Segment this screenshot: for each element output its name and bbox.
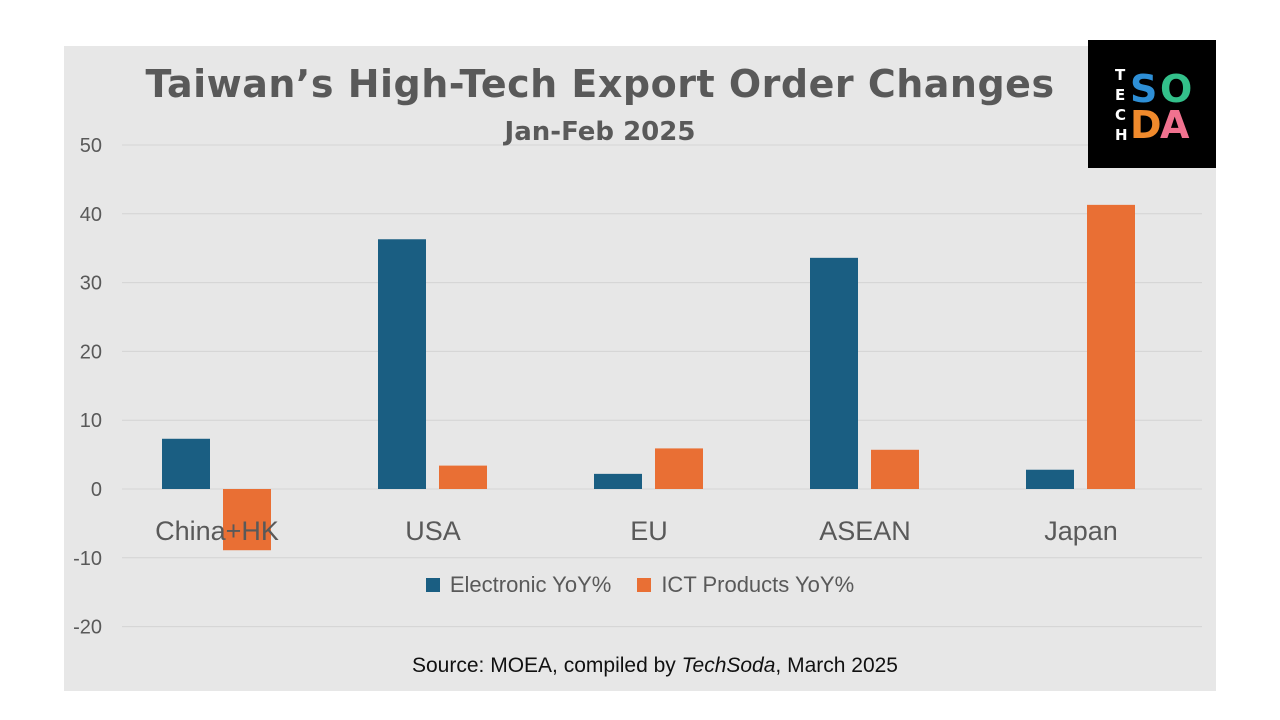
source-brand: TechSoda bbox=[681, 654, 776, 677]
y-tick-label: 0 bbox=[91, 479, 102, 501]
y-tick-label: 20 bbox=[80, 341, 102, 363]
logo-letter-d: D bbox=[1130, 103, 1162, 147]
bar-ict-chinahk bbox=[223, 489, 271, 551]
legend-item-electronic: Electronic YoY% bbox=[425, 572, 612, 598]
bar-electronic-asean bbox=[810, 257, 858, 489]
logo-letter-o: O bbox=[1160, 67, 1193, 111]
techsoda-logo: T E C H S O D A bbox=[1088, 40, 1216, 168]
bar-electronic-chinahk bbox=[162, 438, 210, 489]
x-category-label: USA bbox=[405, 516, 461, 546]
x-category-label: EU bbox=[630, 516, 668, 546]
legend-swatch-ict bbox=[637, 578, 652, 592]
bar-electronic-japan bbox=[1026, 469, 1074, 489]
legend-swatch-electronic bbox=[425, 578, 440, 592]
chart-legend: Electronic YoY% ICT Products YoY% bbox=[0, 572, 1280, 598]
logo-letter-s: S bbox=[1130, 67, 1158, 111]
legend-label-ict: ICT Products YoY% bbox=[661, 572, 855, 597]
chart-title: Taiwan’s High-Tech Export Order Changes bbox=[145, 62, 1055, 106]
x-category-label: Japan bbox=[1044, 516, 1118, 546]
bar-ict-japan bbox=[1087, 204, 1135, 489]
source-suffix: , March 2025 bbox=[775, 654, 898, 677]
logo-letter-t: T bbox=[1115, 66, 1126, 84]
x-category-label: China+HK bbox=[155, 516, 279, 546]
x-category-label: ASEAN bbox=[819, 516, 911, 546]
logo-letter-a: A bbox=[1160, 103, 1190, 147]
y-tick-label: -20 bbox=[73, 617, 102, 639]
bar-electronic-eu bbox=[594, 473, 642, 489]
bar-electronic-usa bbox=[378, 239, 426, 489]
source-prefix: Source: MOEA, compiled by bbox=[412, 654, 682, 677]
y-tick-label: 30 bbox=[80, 273, 102, 295]
y-tick-label: -10 bbox=[73, 548, 102, 570]
bar-ict-asean bbox=[871, 449, 919, 489]
bar-ict-eu bbox=[655, 448, 703, 489]
legend-label-electronic: Electronic YoY% bbox=[449, 572, 612, 597]
bar-ict-usa bbox=[439, 465, 487, 489]
y-tick-label: 50 bbox=[80, 135, 102, 157]
y-tick-label: 40 bbox=[80, 204, 102, 226]
source-note: Source: MOEA, compiled by TechSoda, Marc… bbox=[0, 654, 1280, 678]
logo-letter-e: E bbox=[1115, 86, 1126, 104]
logo-letter-c: C bbox=[1115, 106, 1127, 124]
legend-item-ict: ICT Products YoY% bbox=[637, 572, 854, 598]
logo-letter-h: H bbox=[1115, 126, 1128, 144]
chart-subtitle: Jan-Feb 2025 bbox=[504, 117, 696, 147]
y-tick-label: 10 bbox=[80, 410, 102, 432]
